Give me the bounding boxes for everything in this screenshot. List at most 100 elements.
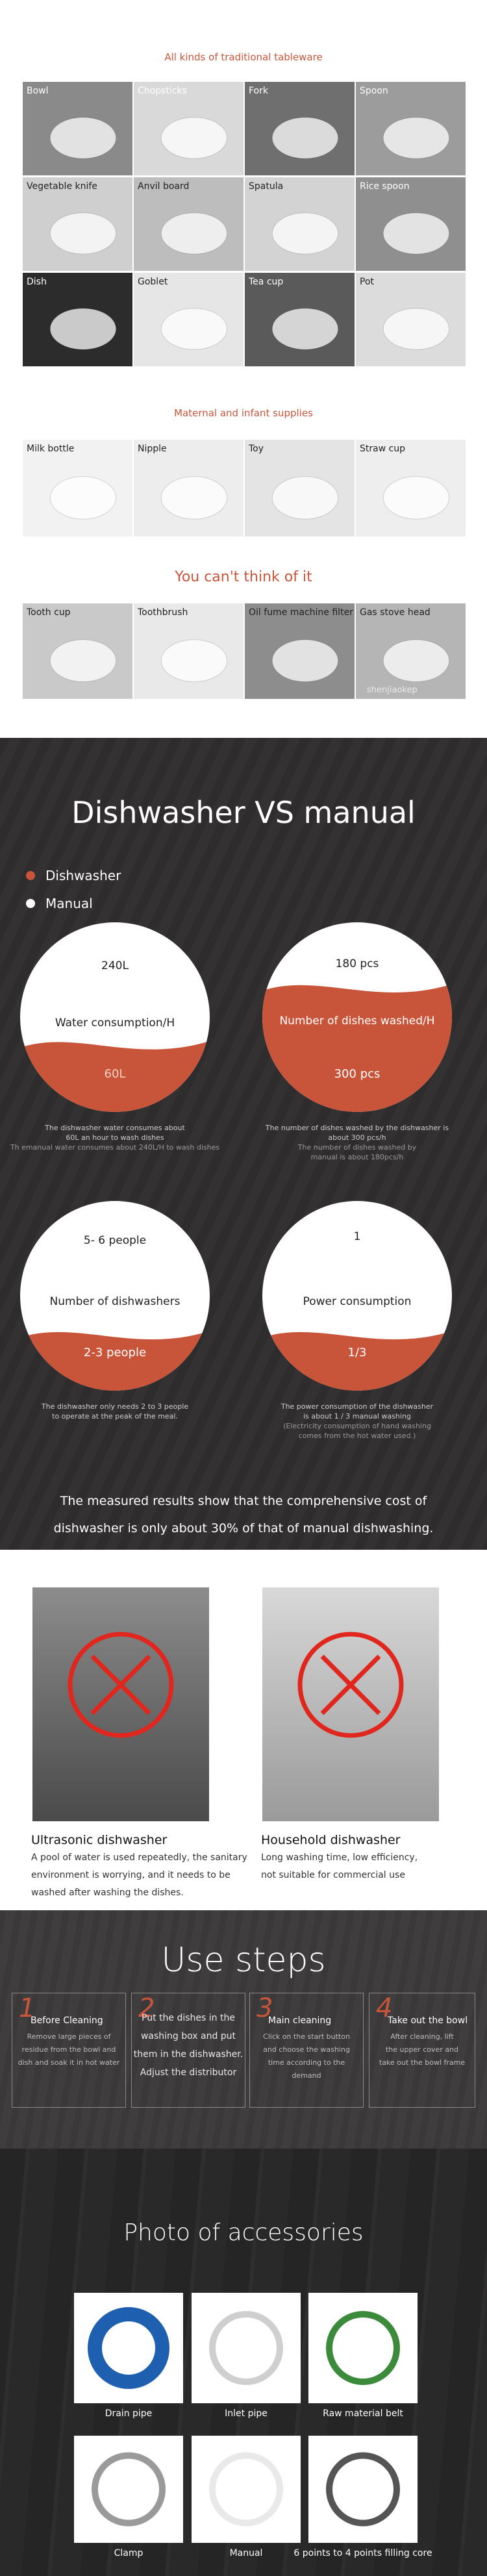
circle-top: 240L [101,959,129,972]
washer-text: not suitable for commercial use [261,1870,405,1880]
red-wave [262,1331,452,1391]
product-image [160,308,228,350]
circle-caption: Th emanual water consumes about 240L/H t… [10,1143,220,1152]
product-shape [271,639,339,683]
product-tile: Gas stove head [356,603,466,699]
circle-top: 1 [353,1230,361,1244]
product-image [49,308,117,350]
accessory-label: Manual [229,2548,263,2558]
accessory-label: Inlet pipe [225,2408,268,2419]
step-number: 1 [19,1993,36,2023]
product-image [382,476,450,520]
circle-middle: Power consumption [303,1294,412,1308]
step-text: washing box and put [140,2031,236,2041]
accessory-image [209,2311,283,2385]
section-heading: You can't think of it [175,568,312,585]
circle-bottom: 2-3 people [83,1345,147,1359]
tile-label: Chopsticks [138,86,187,96]
red-cross [90,1654,151,1715]
dark-section-steps [0,1910,487,2149]
product-shape [271,308,339,350]
tile-label: Rice spoon [360,181,410,192]
circle-middle: Water consumption/H [55,1016,175,1029]
product-tile: Toy [245,440,355,537]
product-tile: Chopsticks [134,82,244,175]
product-image [382,639,450,683]
product-tile: Anvil board [134,177,244,271]
product-image [49,639,117,683]
tile-label: Tooth cup [27,607,71,618]
product-shape [49,476,117,520]
cross-mark [297,1632,404,1738]
product-shape [49,117,117,159]
circle-graphic [20,922,210,1112]
product-image [160,476,228,520]
accessory-shape [209,2311,283,2385]
circle-caption: to operate at the peak of the meal. [52,1412,178,1421]
step-box: 3 Main cleaning Click on the start button a… [249,1993,364,2108]
product-image [382,308,450,350]
tile-label: Fork [249,86,268,96]
circle-caption: The number of dishes washed by the dishw… [265,1124,449,1132]
red-wave [20,1041,210,1112]
circle-middle: Number of dishwashers [49,1294,181,1308]
comparison-circle: 5- 6 people Number of dishwashers 2-3 peop… [20,1201,210,1391]
tile-label: Pot [360,277,374,287]
product-shape [271,212,339,255]
product-image [160,212,228,255]
tile-label: Anvil board [138,181,190,192]
product-tile: Vegetable knife [23,177,132,271]
accessory-shape [88,2307,169,2389]
tile-label: Spoon [360,86,388,96]
legend-dot [26,871,35,880]
product-shape [382,117,450,159]
accessory-shape [209,2452,283,2527]
step-text: After cleaning, lift [390,2032,454,2041]
red-cross [320,1654,381,1715]
step-text: time according to the [268,2058,345,2067]
product-image [49,476,117,520]
product-shape [49,212,117,255]
product-tile: Oil fume machine filter [245,603,355,699]
product-image [271,639,339,683]
product-tile: Fork [245,82,355,175]
product-shape [160,117,228,159]
accessory-label: Raw material belt [323,2408,403,2419]
accessory-shape [92,2452,166,2527]
step-text: take out the bowl frame [379,2058,466,2067]
step-text: the upper cover and [385,2045,459,2054]
product-shape [271,476,339,520]
tile-label: Bowl [27,86,49,96]
circle-caption: The number of dishes washed by [297,1143,417,1152]
legend-dot [26,899,35,908]
washer-title: Household dishwasher [261,1833,401,1847]
product-tile: Nipple [134,440,244,537]
accessory-card [308,2293,418,2403]
circle-top: 5- 6 people [83,1234,147,1248]
comparison-circle: 240L Water consumption/H 60L [20,922,210,1112]
accessory-card [192,2436,301,2543]
accessory-image [326,2311,400,2385]
tile-label: Spatula [249,181,284,192]
product-image [49,212,117,255]
circle-caption: is about 1 / 3 manual washing [303,1412,411,1421]
step-text: them in the dishwasher. [133,2049,244,2060]
step-text: Remove large pieces of [27,2032,111,2041]
accessory-image [92,2452,166,2527]
circle-graphic [20,1201,210,1391]
circle-bottom: 60L [104,1067,126,1081]
circle-graphic [262,1201,452,1391]
accessory-shape [326,2452,400,2527]
tile-label: Dish [27,277,47,287]
product-tile: Straw cup [356,440,466,537]
product-image [271,212,339,255]
step-title: Before Cleaning [31,2015,103,2026]
circle-caption: The dishwasher water consumes about [45,1124,185,1132]
washer-title: Ultrasonic dishwasher [31,1833,168,1847]
product-shape [382,476,450,520]
circle-caption: about 300 pcs/h [328,1133,386,1142]
product-tile: Spatula [245,177,355,271]
tile-label: Toothbrush [138,607,188,618]
product-tile: Tea cup [245,273,355,366]
